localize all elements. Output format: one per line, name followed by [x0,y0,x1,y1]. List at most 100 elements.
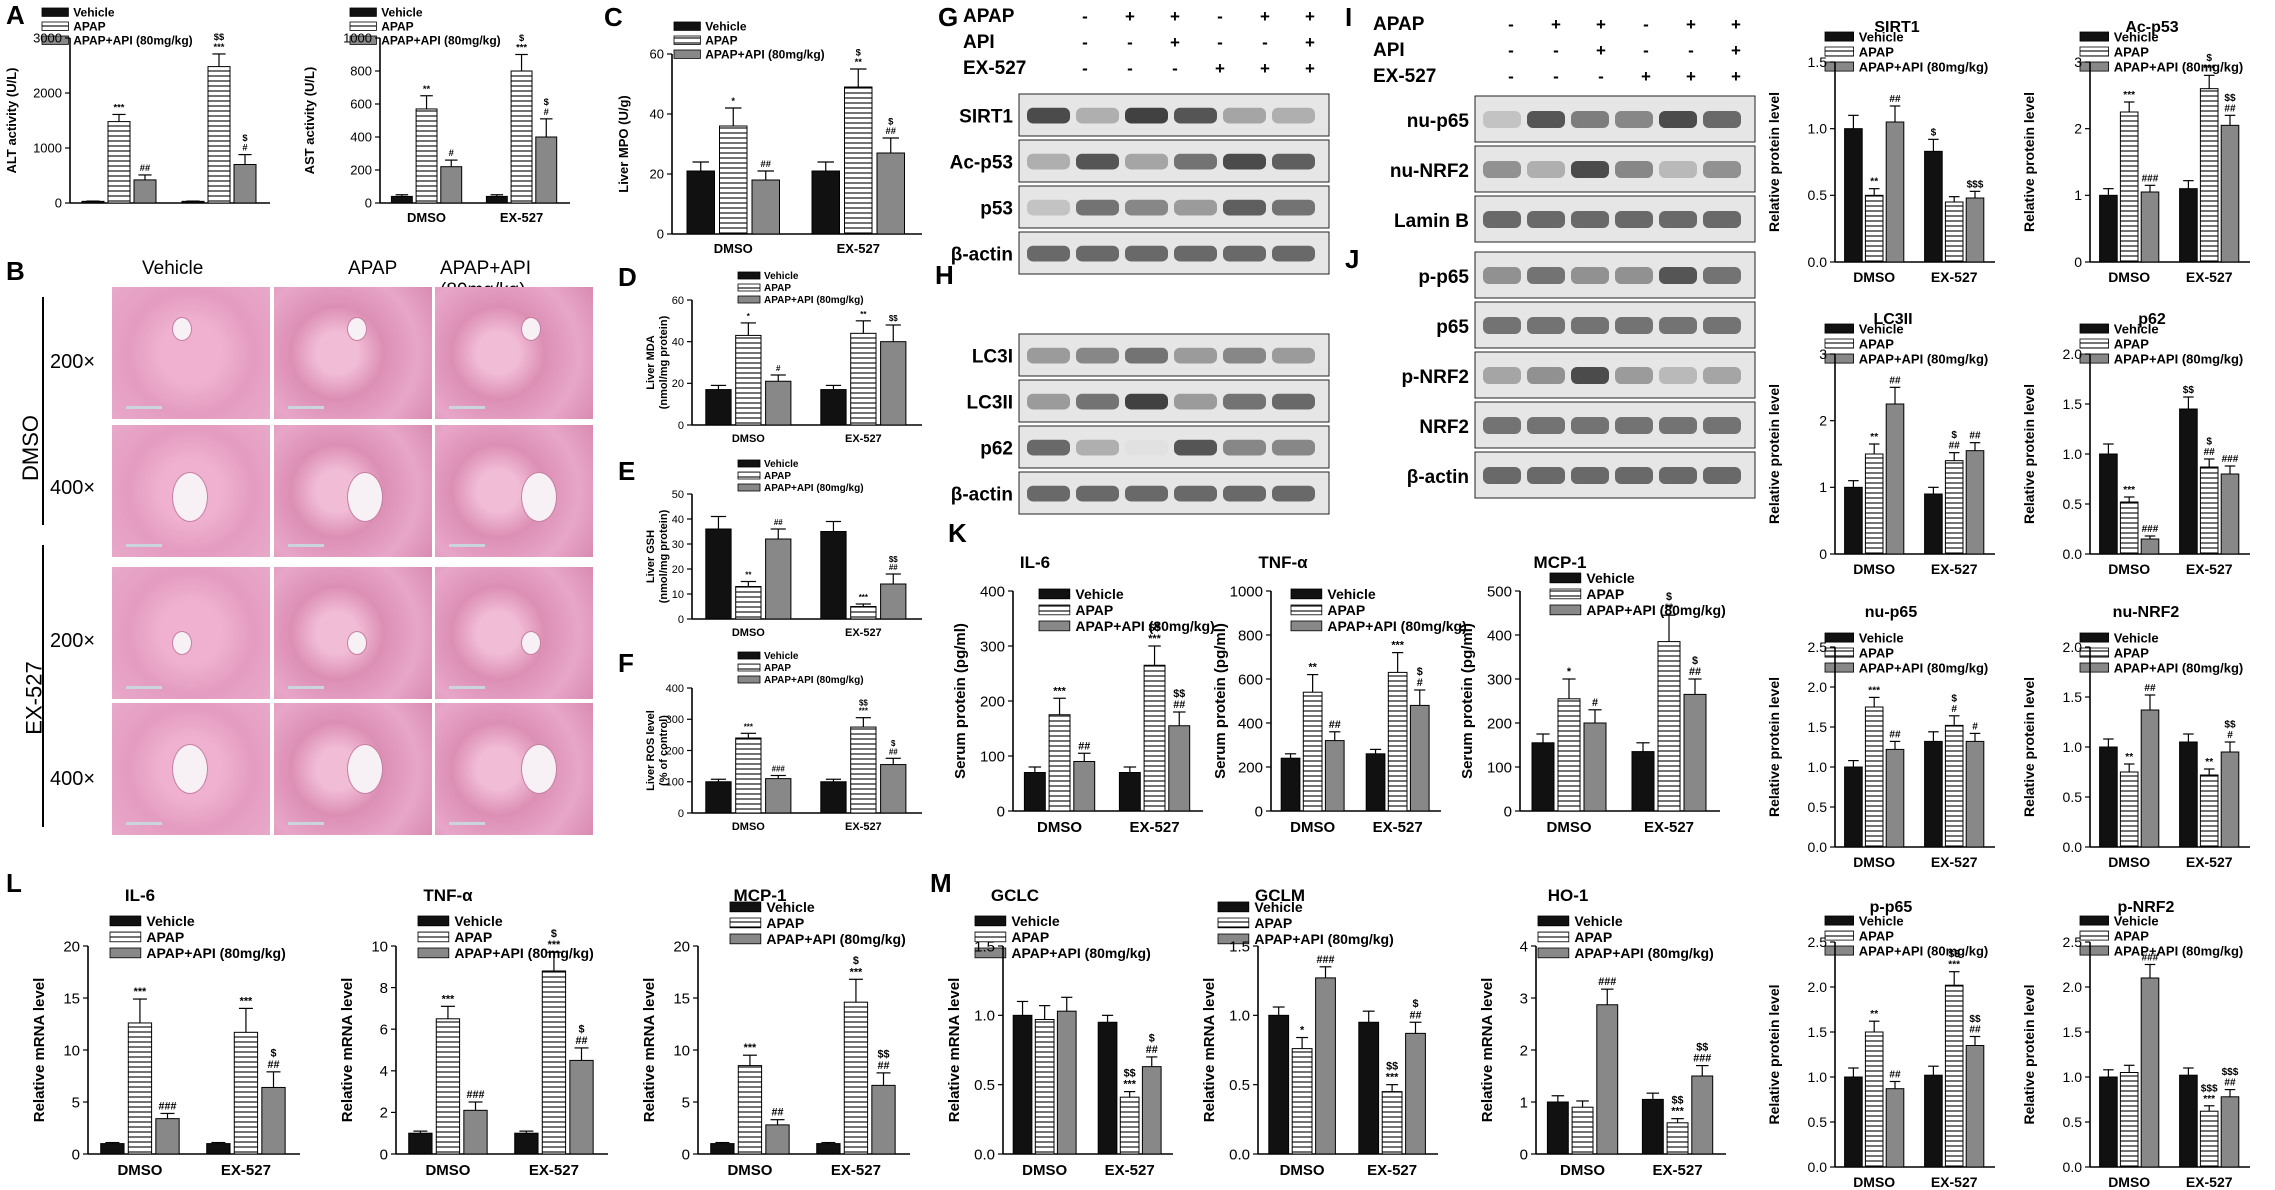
x-tick-label-0: DMSO [732,821,765,833]
significance-mark: *** [1053,685,1066,697]
significance-mark: $ [1951,430,1957,441]
bar-vehicle-1 [2179,741,2198,848]
legend-swatch-1 [2079,338,2110,349]
y-tick-label: 300 [980,638,1005,655]
bar-vehicle-0 [2099,746,2118,848]
legend-swatch-1 [1824,338,1855,349]
y-tick-label: 400 [350,130,372,145]
condition-sign: - [1082,33,1088,52]
significance-mark: ## [1173,699,1185,711]
legend-swatch-0 [1824,915,1855,926]
significance-mark: ## [267,1059,279,1071]
significance-mark: $$ [2224,93,2236,104]
x-tick-label-1: EX-527 [1931,854,1978,870]
y-tick-label: 1.0 [2063,1069,2083,1085]
legend-swatch-2 [673,49,701,59]
panel-letter-e: E [618,456,636,486]
bar-apap-1 [850,726,877,814]
x-tick-label-0: DMSO [2108,854,2150,870]
bar-apap-api-80mg-kg--1 [535,136,558,204]
bar-apap-api-80mg-kg--1 [2220,473,2240,555]
bar-vehicle-1 [1118,772,1141,812]
y-tick-label: 800 [350,64,372,79]
y-tick-label: 10 [63,1042,80,1059]
significance-mark: $ [270,1048,276,1060]
significance-mark: $$ [214,32,225,42]
bar-apap-api-80mg-kg--0 [751,179,780,235]
y-tick-label: 3 [1520,990,1528,1007]
band [1125,393,1168,410]
legend-label-0: Vehicle [2114,913,2159,928]
x-tick-label-0: DMSO [2108,561,2150,577]
legend-label-0: Vehicle [146,913,194,929]
bar-vehicle-1 [485,195,508,204]
chart-title: SIRT1 [1874,19,1919,36]
y-tick-label: 0.5 [1808,1114,1828,1130]
y-tick-label: 15 [63,990,80,1007]
chart-title: IL-6 [125,886,155,905]
y-tick-label: 1.0 [1808,759,1828,775]
band [1703,211,1741,228]
y-axis-label: Serum protein (pg/ml) [1212,623,1229,779]
condition-sign: + [1596,41,1606,60]
bar-apap-api-80mg-kg--1 [1168,725,1191,812]
band [1272,199,1315,216]
y-tick-label: 20 [672,564,684,576]
blot-row-label: LC3I [972,347,1013,368]
bar-apap-1 [233,1031,259,1155]
bar-vehicle-0 [100,1143,125,1155]
vessel-lumen [172,472,208,522]
condition-sign: + [1215,59,1225,78]
y-tick-label: 0.0 [2063,546,2083,562]
y-tick-label: 0.5 [2063,789,2083,805]
y-tick-label: 40 [650,107,664,122]
y-tick-label: 400 [980,583,1005,600]
panel-letter-c: C [604,2,623,32]
condition-sign: + [1260,7,1270,26]
legend-label-2: APAP+API (80mg/kg) [381,34,500,48]
y-tick-label: 0.0 [2063,839,2083,855]
significance-mark: # [2227,730,2233,741]
y-tick-label: 0 [1504,803,1512,820]
bar-apap-api-80mg-kg--0 [2140,191,2160,263]
significance-mark: *** [134,986,147,998]
y-tick-label: 0.5 [1808,799,1828,815]
significance-mark: $$ [2183,385,2195,396]
bar-vehicle-1 [1358,1021,1380,1155]
significance-mark: * [1300,1025,1305,1037]
bar-apap-1 [2199,774,2219,848]
bar-vehicle-1 [2179,1074,2198,1168]
y-tick-label: 4 [380,1063,388,1080]
panel-letter-h: H [935,260,954,290]
x-tick-label-0: DMSO [2108,269,2150,285]
band [1571,417,1609,434]
y-axis-label: Relative protein level [1766,677,1782,817]
legend-label-2: APAP+API (80mg/kg) [1254,931,1393,947]
legend-swatch-1 [737,283,761,292]
legend-label-2: APAP+API (80mg/kg) [1859,351,1988,366]
y-tick-label: 1000 [33,141,62,156]
chart-title: MCP-1 [1534,553,1587,572]
y-tick-label: 200 [1238,759,1263,776]
bar-apap-api-80mg-kg--1 [1965,197,1985,263]
chart-title: nu-NRF2 [2113,604,2180,621]
bar-apap-api-80mg-kg--0 [133,179,157,204]
panel-letter-f: F [618,648,634,678]
legend-swatch-2 [1038,620,1071,632]
bar-apap-api-80mg-kg--1 [880,764,907,814]
scale-bar [288,822,324,825]
significance-mark: ## [140,163,151,173]
y-tick-label: 0.0 [974,1146,995,1163]
y-tick-label: 0.5 [2063,1114,2083,1130]
bar-apap-1 [1143,664,1166,812]
legend-label-2: APAP+API (80mg/kg) [1011,945,1150,961]
legend-swatch-1 [1038,604,1071,616]
significance-mark: $$ [1949,949,1961,960]
y-tick-label: 5 [682,1094,690,1111]
condition-label: API [1373,40,1405,61]
y-tick-label: 10 [672,589,684,601]
significance-mark: ### [2142,524,2159,535]
band [1174,439,1217,456]
